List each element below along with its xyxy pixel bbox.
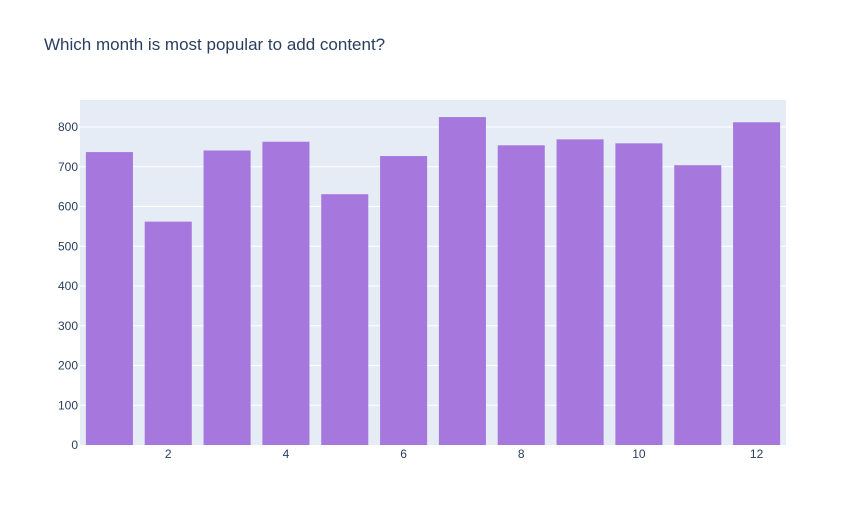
bar-month-11[interactable]	[674, 165, 722, 445]
x-tick-label: 12	[750, 447, 764, 461]
x-tick-label: 8	[518, 447, 525, 461]
plot-area	[80, 100, 786, 445]
bar-month-9[interactable]	[556, 139, 604, 446]
y-tick-label: 300	[58, 319, 78, 333]
bar-month-8[interactable]	[497, 145, 545, 445]
y-tick-label: 200	[58, 359, 78, 373]
y-tick-label: 400	[58, 279, 78, 293]
grid-lines	[80, 126, 786, 406]
bar-month-7[interactable]	[438, 117, 486, 446]
y-tick-label: 600	[58, 200, 78, 214]
bar-month-6[interactable]	[380, 156, 428, 445]
bar-month-2[interactable]	[144, 221, 192, 445]
x-tick-label: 10	[632, 447, 646, 461]
y-tick-label: 700	[58, 160, 78, 174]
y-tick-label: 100	[58, 398, 78, 412]
bar-month-10[interactable]	[615, 143, 663, 445]
bars	[85, 117, 781, 446]
y-tick-label: 800	[58, 120, 78, 134]
y-tick-label: 500	[58, 239, 78, 253]
x-tick-label: 6	[400, 447, 407, 461]
bar-month-3[interactable]	[203, 150, 251, 446]
x-axis-ticks: 2 4 6 8 10 12	[165, 447, 764, 461]
y-axis-ticks: 0 100 200 300 400 500 600 700 800	[58, 120, 78, 452]
bar-month-5[interactable]	[321, 194, 369, 445]
x-tick-label: 4	[283, 447, 290, 461]
bar-month-12[interactable]	[733, 122, 781, 446]
bar-month-4[interactable]	[262, 141, 310, 445]
x-tick-label: 2	[165, 447, 172, 461]
bar-month-1[interactable]	[85, 152, 133, 445]
y-tick-label: 0	[71, 438, 78, 452]
chart-title: Which month is most popular to add conte…	[44, 35, 385, 54]
